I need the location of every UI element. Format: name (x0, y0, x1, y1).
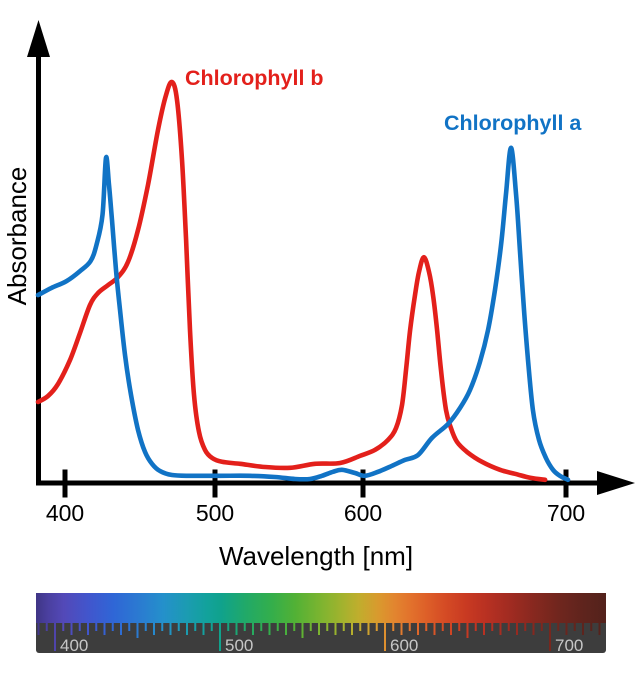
spectrum-tick-label: 500 (225, 636, 253, 655)
chlorophyll-b-curve (35, 79, 548, 483)
spectrum-ruler-bar: 400 500 600 700 (36, 593, 606, 655)
spectrum-tick-labels: 400 500 600 700 (60, 636, 583, 655)
chlorophyll-a-label: Chlorophyll a (444, 111, 582, 135)
x-tick-label: 700 (547, 500, 585, 526)
spectrum-tick-label: 400 (60, 636, 88, 655)
x-tick-label: 400 (46, 500, 84, 526)
spectrum-tick-label: 700 (555, 636, 583, 655)
x-tick-label: 500 (196, 500, 234, 526)
y-axis-arrow-icon (27, 20, 50, 57)
x-tick-label: 600 (344, 500, 382, 526)
spectrum-tick-label: 600 (390, 636, 418, 655)
x-axis-title: Wavelength [nm] (219, 541, 413, 571)
x-axis-ticks: 400 500 600 700 (46, 469, 585, 526)
y-axis-title: Absorbance (2, 167, 32, 306)
axes: 400 500 600 700 (27, 20, 635, 526)
spectrum-color-strip (36, 593, 606, 623)
chlorophyll-b-label: Chlorophyll b (185, 66, 324, 90)
spectrum-tick-marks (37, 623, 601, 651)
spectra-curves (35, 79, 571, 483)
x-axis-arrow-icon (597, 471, 635, 495)
chlorophyll-a-curve (35, 145, 571, 483)
